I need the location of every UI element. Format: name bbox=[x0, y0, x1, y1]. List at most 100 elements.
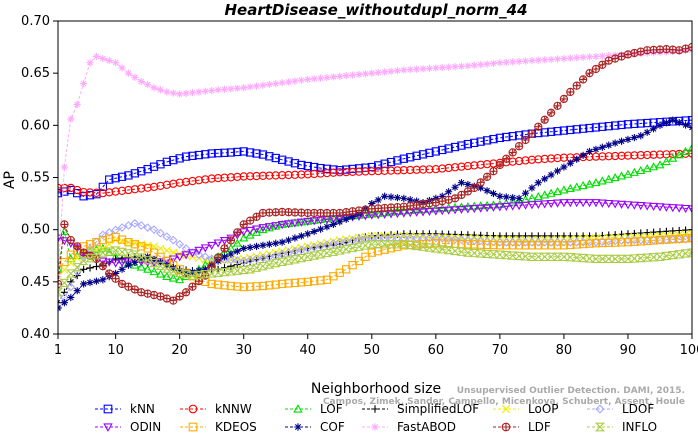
x-tick-label: 80 bbox=[556, 343, 573, 358]
data-point bbox=[367, 167, 376, 176]
data-point bbox=[655, 252, 665, 261]
data-point bbox=[245, 282, 255, 291]
data-point bbox=[251, 225, 262, 234]
data-point bbox=[661, 251, 672, 261]
data-point bbox=[438, 63, 446, 72]
data-point bbox=[143, 183, 152, 192]
data-point bbox=[598, 52, 606, 60]
data-point bbox=[225, 267, 236, 276]
data-point bbox=[67, 115, 75, 123]
data-point bbox=[290, 278, 300, 288]
data-point bbox=[201, 87, 209, 95]
data-point bbox=[445, 188, 453, 196]
data-point bbox=[270, 258, 281, 268]
data-point bbox=[354, 210, 364, 219]
data-point bbox=[348, 213, 357, 221]
data-point bbox=[392, 206, 402, 215]
data-point bbox=[168, 235, 178, 245]
data-point bbox=[540, 154, 549, 164]
data-point bbox=[482, 204, 492, 213]
data-point bbox=[419, 65, 427, 73]
data-point bbox=[444, 206, 454, 215]
series-knn bbox=[58, 115, 692, 201]
data-point bbox=[643, 118, 652, 128]
y-tick-label: 0.50 bbox=[21, 223, 50, 238]
data-point bbox=[521, 135, 530, 145]
data-point bbox=[528, 57, 536, 65]
data-point bbox=[450, 194, 460, 203]
data-point bbox=[566, 159, 574, 167]
data-point bbox=[489, 189, 498, 198]
data-point bbox=[476, 160, 485, 169]
data-point bbox=[207, 241, 217, 251]
data-point bbox=[58, 299, 62, 307]
data-point bbox=[239, 233, 249, 242]
x-tick-label: 40 bbox=[299, 343, 316, 358]
legend-entry-simplifiedlof: SimplifiedLOF bbox=[362, 402, 479, 416]
legend-entry-knn: kNN bbox=[95, 402, 155, 416]
data-point bbox=[649, 236, 658, 245]
data-point bbox=[534, 56, 542, 64]
data-point bbox=[181, 152, 191, 161]
data-point bbox=[239, 220, 248, 229]
data-point bbox=[220, 253, 229, 261]
data-point bbox=[206, 269, 217, 278]
data-point bbox=[111, 232, 120, 242]
data-point bbox=[162, 157, 172, 166]
data-point bbox=[469, 204, 479, 214]
data-point bbox=[373, 240, 384, 249]
data-point bbox=[310, 276, 319, 286]
data-point bbox=[661, 203, 671, 212]
legend-label: COF bbox=[320, 420, 345, 434]
legend-label: ODIN bbox=[130, 420, 161, 434]
data-point bbox=[252, 149, 261, 158]
data-point bbox=[112, 59, 120, 67]
data-point bbox=[482, 136, 492, 145]
data-point bbox=[411, 241, 422, 251]
data-point bbox=[444, 163, 453, 173]
data-point bbox=[169, 155, 178, 165]
data-point bbox=[502, 58, 510, 66]
data-point bbox=[271, 222, 281, 231]
data-point bbox=[98, 188, 107, 198]
data-point bbox=[457, 235, 466, 245]
data-point bbox=[155, 269, 165, 278]
data-point bbox=[476, 236, 486, 246]
data-point bbox=[233, 282, 242, 291]
data-point bbox=[418, 208, 428, 217]
data-point bbox=[508, 148, 517, 157]
data-point bbox=[124, 185, 133, 195]
data-point bbox=[450, 246, 460, 256]
data-point bbox=[258, 171, 268, 180]
data-point bbox=[310, 227, 318, 236]
data-point bbox=[309, 251, 320, 260]
data-point bbox=[207, 149, 216, 158]
data-point bbox=[92, 238, 101, 247]
data-point bbox=[162, 271, 172, 281]
data-point bbox=[240, 84, 248, 92]
legend-label: INFLO bbox=[622, 420, 657, 434]
data-point bbox=[617, 171, 627, 180]
data-point bbox=[489, 59, 498, 67]
data-point bbox=[611, 139, 619, 147]
data-point bbox=[386, 207, 396, 216]
data-point bbox=[425, 165, 434, 174]
data-point bbox=[323, 73, 331, 82]
data-point bbox=[290, 170, 300, 179]
data-point bbox=[195, 88, 203, 96]
data-point bbox=[169, 248, 178, 257]
data-point bbox=[687, 233, 692, 243]
data-point bbox=[400, 194, 408, 202]
data-point bbox=[360, 241, 371, 250]
data-point bbox=[220, 281, 229, 290]
data-point bbox=[316, 239, 325, 248]
data-point bbox=[450, 234, 460, 244]
data-point bbox=[284, 279, 293, 288]
data-point bbox=[291, 234, 299, 242]
data-point bbox=[463, 139, 473, 149]
data-point bbox=[226, 281, 236, 291]
data-point bbox=[117, 247, 127, 257]
data-point bbox=[438, 145, 447, 155]
data-point bbox=[630, 133, 638, 142]
